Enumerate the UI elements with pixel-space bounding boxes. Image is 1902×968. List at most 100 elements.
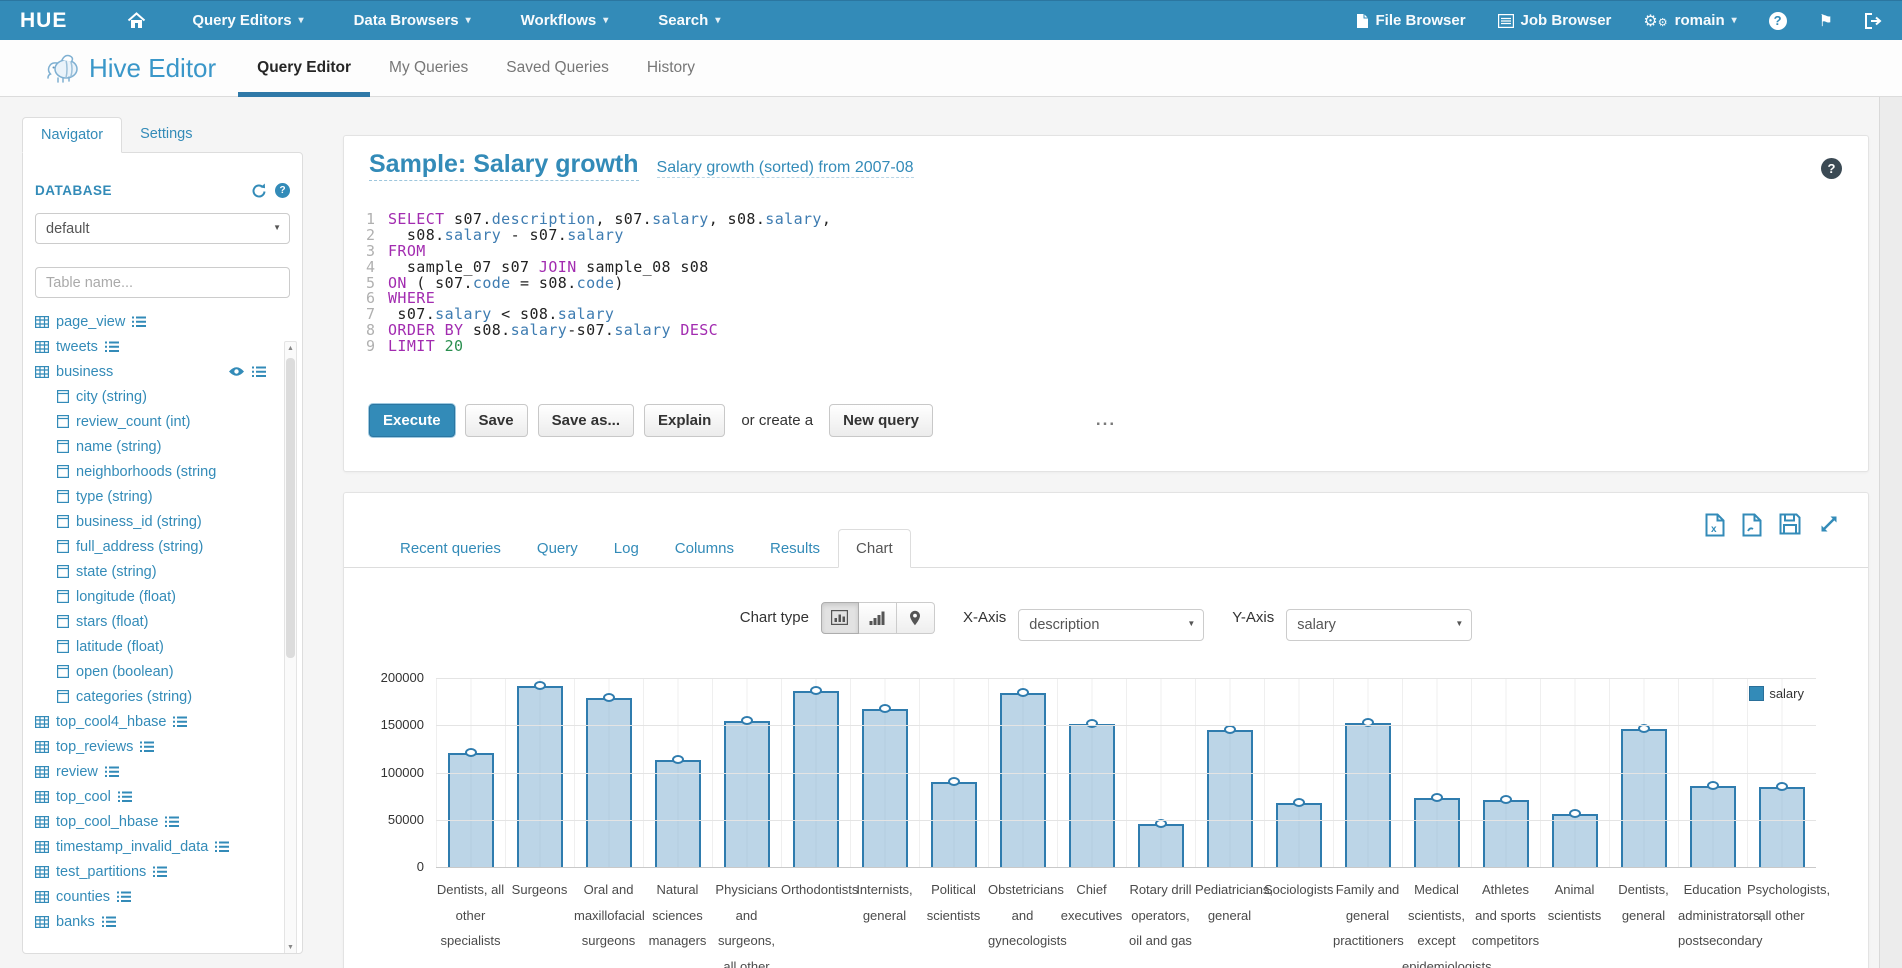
table-list-item[interactable]: top_cool <box>35 784 266 809</box>
navbar-menu[interactable]: Data Browsers ▾ <box>354 12 471 29</box>
results-tab[interactable]: Results <box>752 529 838 568</box>
scroll-up-icon[interactable]: ▲ <box>287 342 294 355</box>
editor-nav-tab[interactable]: My Queries <box>370 40 487 96</box>
file-browser-link[interactable]: File Browser <box>1356 12 1466 29</box>
x-axis-select[interactable]: description <box>1018 609 1204 641</box>
page-scrollbar[interactable] <box>1879 97 1902 968</box>
table-list-item[interactable]: state (string) <box>35 559 266 584</box>
save-icon[interactable] <box>1779 513 1801 537</box>
chart-bar[interactable] <box>1069 724 1115 867</box>
table-list-item[interactable]: stars (float) <box>35 609 266 634</box>
sidebar-tab[interactable]: Settings <box>122 117 210 152</box>
question-circle-icon[interactable]: ? <box>1769 12 1787 30</box>
chart-bar[interactable] <box>862 709 908 867</box>
scroll-down-icon[interactable]: ▼ <box>287 941 294 954</box>
table-list-item[interactable]: name (string) <box>35 434 266 459</box>
chart-bar[interactable] <box>1276 803 1322 867</box>
chart-bar[interactable] <box>931 782 977 867</box>
navbar-menu[interactable]: Search ▾ <box>658 12 720 29</box>
results-tab[interactable]: Query <box>519 529 596 568</box>
editor-nav-tab[interactable]: Saved Queries <box>487 40 628 96</box>
columns-list-icon[interactable] <box>132 316 146 328</box>
sql-code-editor[interactable]: 1SELECT s07.description, s07.salary, s08… <box>344 212 1854 355</box>
job-browser-link[interactable]: Job Browser <box>1498 12 1612 29</box>
chart-legend[interactable]: salary <box>1749 686 1804 701</box>
chart-type-bars-button[interactable] <box>821 602 859 634</box>
refresh-icon[interactable] <box>251 183 267 198</box>
chart-bar[interactable] <box>517 686 563 867</box>
table-list-item[interactable]: page_view <box>35 309 266 334</box>
chart-bar[interactable] <box>586 698 632 867</box>
results-tab[interactable]: Chart <box>838 529 911 568</box>
columns-list-icon[interactable] <box>117 891 131 903</box>
help-icon[interactable]: ? <box>275 183 290 198</box>
save-as-button[interactable]: Save as... <box>538 404 634 437</box>
editor-nav-tab[interactable]: History <box>628 40 714 96</box>
table-list-item[interactable]: test_partitions <box>35 859 266 884</box>
results-tab[interactable]: Recent queries <box>382 529 519 568</box>
sidebar-scrollbar[interactable]: ▲ ▼ <box>284 341 297 954</box>
table-list-item[interactable]: review <box>35 759 266 784</box>
results-tab[interactable]: Log <box>596 529 657 568</box>
chart-bar[interactable] <box>1138 824 1184 867</box>
chart-bar[interactable] <box>655 760 701 867</box>
chart-bar[interactable] <box>1000 693 1046 867</box>
chart-bar[interactable] <box>1207 730 1253 867</box>
editor-nav-tab[interactable]: Query Editor <box>238 40 370 96</box>
columns-list-icon[interactable] <box>252 366 266 378</box>
table-list-item[interactable]: counties <box>35 884 266 909</box>
chart-bar[interactable] <box>1621 729 1667 867</box>
chart-bar[interactable] <box>1759 787 1805 867</box>
table-list-item[interactable]: top_reviews <box>35 734 266 759</box>
chart-bar[interactable] <box>1483 800 1529 867</box>
columns-list-icon[interactable] <box>173 716 187 728</box>
table-filter-input[interactable] <box>35 267 290 298</box>
columns-list-icon[interactable] <box>215 841 229 853</box>
database-select[interactable]: default <box>35 213 290 244</box>
home-icon[interactable] <box>127 12 146 29</box>
table-list-item[interactable]: longitude (float) <box>35 584 266 609</box>
query-title[interactable]: Sample: Salary growth <box>369 150 639 181</box>
columns-list-icon[interactable] <box>105 766 119 778</box>
columns-list-icon[interactable] <box>105 341 119 353</box>
table-list-item[interactable]: review_count (int) <box>35 409 266 434</box>
hue-logo[interactable]: HUE <box>20 9 67 33</box>
table-list-item[interactable]: tweets <box>35 334 266 359</box>
table-list-item[interactable]: business <box>35 359 266 384</box>
download-file-icon[interactable] <box>1742 513 1762 537</box>
chart-type-signal-button[interactable] <box>859 602 897 634</box>
query-help-icon[interactable]: ? <box>1821 158 1842 179</box>
query-subtitle[interactable]: Salary growth (sorted) from 2007-08 <box>657 159 914 178</box>
table-list-item[interactable]: full_address (string) <box>35 534 266 559</box>
sign-out-icon[interactable] <box>1865 13 1882 29</box>
chart-bar[interactable] <box>1552 814 1598 867</box>
table-list-item[interactable]: neighborhoods (string <box>35 459 266 484</box>
chart-bar[interactable] <box>793 691 839 867</box>
columns-list-icon[interactable] <box>102 916 116 928</box>
save-button[interactable]: Save <box>465 404 528 437</box>
expand-icon[interactable] <box>1818 513 1840 537</box>
chart-bar[interactable] <box>1690 786 1736 867</box>
table-list-item[interactable]: top_cool_hbase <box>35 809 266 834</box>
chart-bar[interactable] <box>1414 798 1460 867</box>
table-list-item[interactable]: city (string) <box>35 384 266 409</box>
flag-icon[interactable]: ⚑ <box>1819 11 1833 30</box>
user-menu[interactable]: ⚙⚙ romain ▾ <box>1643 12 1736 29</box>
execute-button[interactable]: Execute <box>369 404 455 437</box>
new-query-button[interactable]: New query <box>829 404 933 437</box>
navbar-menu[interactable]: Query Editors ▾ <box>192 12 303 29</box>
chart-bar[interactable] <box>724 721 770 867</box>
table-list-item[interactable]: categories (string) <box>35 684 266 709</box>
sidebar-tab[interactable]: Navigator <box>22 117 122 153</box>
explain-button[interactable]: Explain <box>644 404 725 437</box>
columns-list-icon[interactable] <box>118 791 132 803</box>
hive-editor-home-link[interactable]: Hive Editor <box>44 52 216 84</box>
chart-type-map-marker-button[interactable] <box>897 602 935 634</box>
columns-list-icon[interactable] <box>153 866 167 878</box>
scrollbar-thumb[interactable] <box>286 358 295 658</box>
download-excel-icon[interactable]: x <box>1705 513 1725 537</box>
table-list-item[interactable]: top_cool4_hbase <box>35 709 266 734</box>
table-list-item[interactable]: business_id (string) <box>35 509 266 534</box>
editor-resize-grip[interactable]: ... <box>1096 410 1116 430</box>
chart-bar[interactable] <box>448 753 494 867</box>
